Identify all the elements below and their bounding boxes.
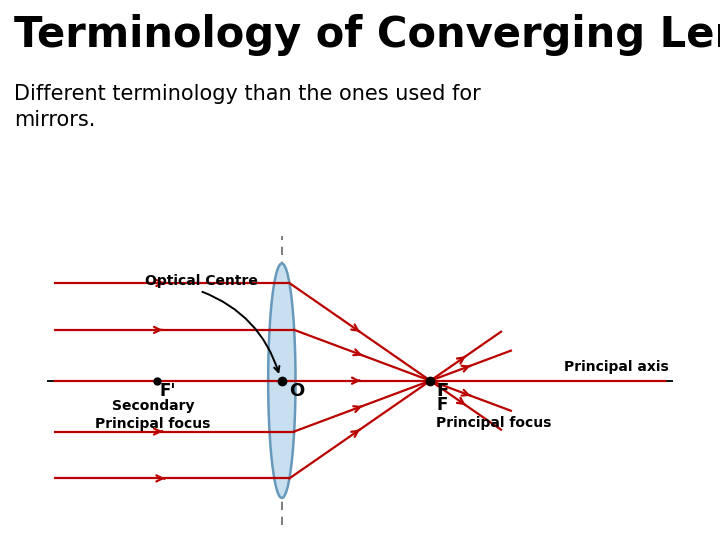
Text: Different terminology than the ones used for
mirrors.: Different terminology than the ones used…	[14, 84, 481, 130]
Polygon shape	[268, 264, 295, 498]
Text: Secondary: Secondary	[112, 399, 194, 413]
Text: F: F	[436, 396, 448, 414]
Text: Principal focus: Principal focus	[436, 416, 552, 430]
Text: Principal focus: Principal focus	[95, 417, 210, 431]
Text: O: O	[289, 382, 304, 400]
Text: Terminology of Converging Lens: Terminology of Converging Lens	[14, 14, 720, 56]
Text: Optical Centre: Optical Centre	[145, 274, 258, 288]
Text: F: F	[436, 382, 449, 400]
Text: Principal axis: Principal axis	[564, 360, 669, 374]
Text: F': F'	[160, 382, 176, 400]
